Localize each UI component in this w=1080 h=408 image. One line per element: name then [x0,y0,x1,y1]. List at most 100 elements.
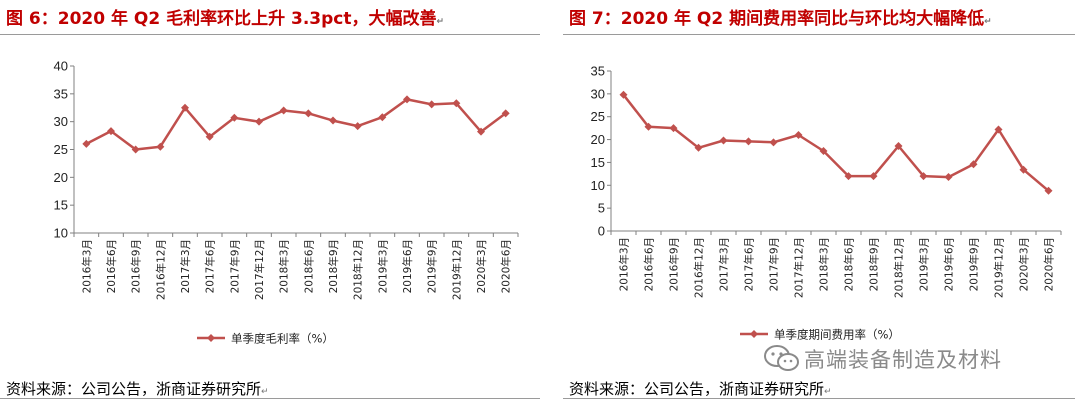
x-category-label: 2017年12月 [793,237,806,298]
x-category-label: 2017年3月 [718,237,731,291]
y-tick-label: 20 [54,170,68,185]
x-category-label: 2016年12月 [154,239,167,300]
data-point [107,127,115,136]
x-category-label: 2016年6月 [105,239,118,293]
series-line [622,94,1050,192]
data-point [181,103,189,112]
x-category-label: 2016年3月 [618,237,631,291]
left-source-rule [0,398,540,399]
data-point [403,95,411,104]
left-gross-margin-chart: 10 15 20 25 30 35 40 2016年3月 2016年6月 2016年9月 2016年… [54,59,519,346]
y-tick-label: 5 [598,201,605,216]
y-tick-label: 10 [591,178,605,193]
data-point [230,113,239,122]
data-point [869,172,878,181]
y-tick-label: 40 [54,59,68,74]
watermark-text: 高端装备制造及材料 [804,348,1002,372]
x-category-label: 2019年12月 [450,239,463,300]
data-point [969,160,978,169]
x-category-label: 2016年9月 [668,237,681,291]
x-category-label: 2018年12月 [352,239,365,300]
right-title-rule [563,34,1075,35]
data-point [769,138,778,147]
y-tick-label: 0 [598,224,605,239]
x-category-label: 2018年12月 [893,237,906,298]
y-tick-label: 35 [54,86,68,101]
data-point [719,136,728,145]
x-category-label: 2017年3月 [179,239,192,293]
data-point [744,137,753,146]
x-category-label: 2018年3月 [818,237,831,291]
right-source-note: 资料来源：公司公告，浙商证券研究所↵ [569,380,832,398]
x-category-label: 2019年9月 [426,239,439,293]
y-tick-label: 15 [591,155,605,170]
right-source-rule [563,398,1075,399]
x-category-label: 2020年3月 [475,239,488,293]
series-line [85,98,507,151]
return-mark: ↵ [984,17,992,27]
x-category-label: 2020年6月 [500,239,513,293]
left-source-note: 资料来源：公司公告，浙商证券研究所↵ [6,380,269,398]
x-category-label: 2019年3月 [376,239,389,293]
data-point [619,90,628,99]
y-tick-label: 20 [591,132,605,147]
x-category-label: 2019年6月 [401,239,414,293]
x-category-label: 2019年6月 [943,237,956,291]
x-category-label: 2019年3月 [918,237,931,291]
x-category-label: 2020年3月 [1018,237,1031,291]
data-point [1044,186,1053,195]
data-point [82,139,91,148]
data-point [378,113,387,122]
data-point [427,100,436,109]
data-point [794,131,803,139]
right-expense-ratio-chart: 0 5 10 15 20 25 30 35 2016年3月 2016年6月 2016年9月 2016年… [591,64,1062,342]
x-category-label: 2018年9月 [327,239,340,293]
y-tick-label: 15 [54,198,68,213]
wechat-icon [764,345,799,371]
x-category-label: 2017年9月 [768,237,781,291]
legend-marker [207,334,215,342]
data-point [329,116,337,125]
y-tick-label: 30 [591,86,605,101]
data-point [255,117,263,126]
x-category-label: 2019年12月 [993,237,1006,298]
x-category-label: 2016年6月 [643,237,656,291]
data-point [452,99,461,108]
data-point [1019,165,1028,174]
data-point [131,145,140,154]
x-category-label: 2016年9月 [130,239,143,293]
y-tick-label: 30 [54,114,68,129]
y-tick-label: 35 [591,64,605,79]
x-category-label: 2017年6月 [743,237,756,291]
data-point [944,173,953,182]
data-point [669,124,678,133]
data-point [205,132,214,141]
x-category-label: 2016年12月 [693,237,706,298]
x-category-label: 2018年3月 [278,239,291,293]
data-point [894,141,903,150]
y-tick-label: 25 [591,109,605,124]
left-figure-title: 图 6：2020 年 Q2 毛利率环比上升 3.3pct，大幅改善↵ [6,9,445,29]
data-point [844,172,853,181]
right-figure-title: 图 7：2020 年 Q2 期间费用率同比与环比均大幅降低↵ [569,9,992,29]
x-category-label: 2019年9月 [968,237,981,291]
y-tick-label: 10 [54,226,68,241]
data-point [919,172,928,181]
x-category-label: 2018年6月 [302,239,315,293]
x-category-label: 2017年9月 [228,239,241,293]
left-title-rule [0,34,540,35]
left-figure: 图 6：2020 年 Q2 毛利率环比上升 3.3pct，大幅改善↵ 10 15 2… [0,9,540,399]
data-point [477,127,485,136]
x-category-label: 2018年6月 [843,237,856,291]
data-point [819,147,828,155]
data-point [994,125,1003,134]
x-category-label: 2020年6月 [1043,237,1056,291]
legend-label: 单季度毛利率（%） [231,332,334,346]
data-point [694,143,703,152]
data-point [279,106,288,115]
data-point [644,122,653,131]
legend-marker [750,330,758,338]
return-mark: ↵ [436,17,445,27]
legend-label: 单季度期间费用率（%） [774,328,900,342]
right-figure: 图 7：2020 年 Q2 期间费用率同比与环比均大幅降低↵ 0 5 10 15 20 2… [563,0,1080,408]
